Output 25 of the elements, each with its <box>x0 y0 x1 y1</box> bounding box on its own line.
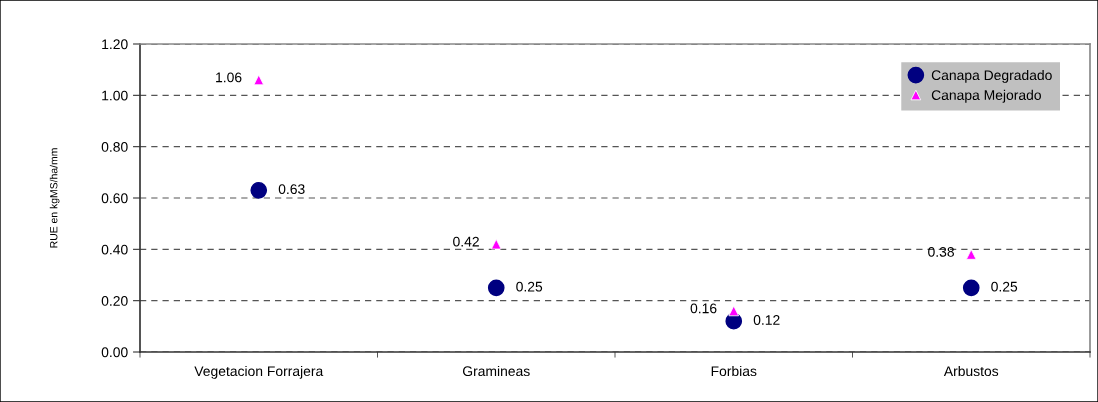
data-label: 1.06 <box>216 72 242 83</box>
data-label: 0.25 <box>991 281 1018 292</box>
legend-label: Canapa Degradado <box>931 69 1052 83</box>
legend-label: Canapa Mejorado <box>931 89 1041 103</box>
y-tick-label: 0.60 <box>101 193 128 204</box>
point <box>487 279 505 297</box>
point <box>250 181 268 199</box>
data-label: 0.38 <box>928 246 954 257</box>
y-tick-label: 1.00 <box>102 90 128 101</box>
y-tick-label: 0.20 <box>101 296 128 306</box>
data-label: 0.25 <box>516 281 543 292</box>
data-label: 0.63 <box>278 184 305 195</box>
x-tick-label: Gramineas <box>462 365 530 377</box>
y-axis-title: RUE en kgMS/ha/mm <box>49 148 60 248</box>
x-tick-label: Vegetacion Forrajera <box>194 365 324 379</box>
point <box>962 279 980 297</box>
data-label: 0.42 <box>453 236 479 247</box>
x-tick-label: Forbias <box>711 365 757 377</box>
y-tick-label: 0.80 <box>101 142 128 152</box>
data-label: 0.12 <box>753 315 780 325</box>
data-label: 0.16 <box>690 303 717 314</box>
x-tick-label: Arbustos <box>943 365 999 377</box>
y-tick-label: 0.00 <box>101 347 128 358</box>
y-tick-label: 0.40 <box>101 244 128 255</box>
y-tick-label: 1.20 <box>102 39 128 50</box>
